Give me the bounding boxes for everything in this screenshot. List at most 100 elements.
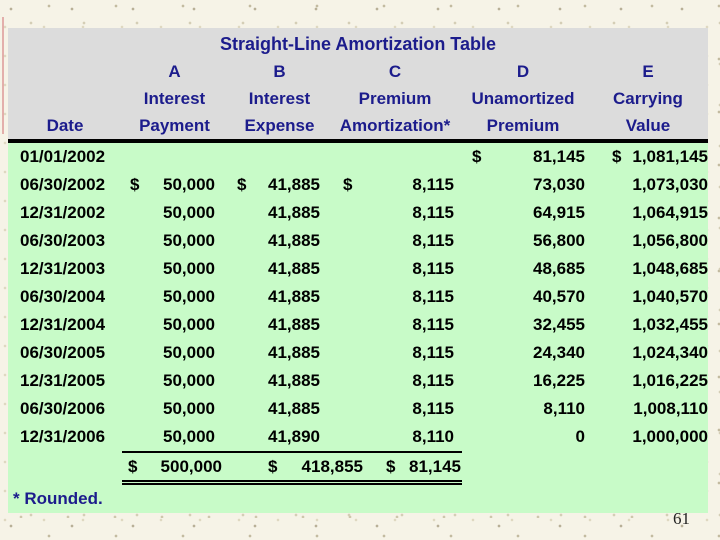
column-name-line2-a: Payment [139,116,210,135]
column-name-line2-e: Value [625,116,671,135]
cell-interest-payment: 50,000 [163,203,215,222]
cell-date: 12/31/2006 [20,427,106,446]
cell-premium-amortization: 8,110 [412,427,454,446]
dollar-sign: $ [130,175,140,194]
column-letters-row: A B C D E [8,58,708,85]
cell-unamortized-premium: $81,145 [458,143,588,171]
cell-date: 12/31/2003 [20,259,106,278]
column-names-line1-row: Interest Interest Premium Unamortized Ca… [8,85,708,112]
cell-interest-payment: 50,000 [163,259,215,278]
column-name-date: Date [46,116,84,135]
cell-carrying-value: 1,040,570 [632,287,708,306]
cell-date: 06/30/2006 [20,399,106,418]
total-interest-payment: $ 500,000 [122,453,226,480]
table-row: 12/31/2002 50,000 41,885 8,115 64,915 1,… [8,199,708,227]
column-name-line2-b: Expense [244,116,315,135]
cell-interest-payment: 50,000 [163,343,215,362]
amortization-table: Straight-Line Amortization Table A B C D… [8,28,708,513]
table-row: 12/31/2003 50,000 41,885 8,115 48,685 1,… [8,255,708,283]
cell-interest-payment: 50,000 [163,399,215,418]
table-row: 12/31/2006 50,000 41,890 8,110 0 1,000,0… [8,423,708,451]
table-row: 06/30/2004 50,000 41,885 8,115 40,570 1,… [8,283,708,311]
totals-row: $ 500,000 $ 418,855 $ 81,145 [122,451,462,485]
cell-carrying-value: 1,024,340 [632,343,708,362]
cell-premium-amortization: 8,115 [412,315,454,334]
cell-premium-amortization: 8,115 [412,203,454,222]
column-letter-d: D [516,62,530,81]
dollar-sign: $ [237,175,247,194]
data-rows: 01/01/2002 $81,145 $1,081,145 06/30/2002… [8,143,708,451]
cell-date: 12/31/2004 [20,315,106,334]
cell-premium-amortization: 8,115 [412,399,454,418]
table-header: Straight-Line Amortization Table A B C D… [8,28,708,143]
table-body: 01/01/2002 $81,145 $1,081,145 06/30/2002… [8,143,708,513]
page-number: 61 [673,509,690,528]
column-name-line1-b: Interest [248,89,311,108]
column-names-line2-row: Date Payment Expense Amortization* Premi… [8,112,708,139]
cell-unamortized-premium: 32,455 [533,315,585,334]
cell-carrying-value: 1,064,915 [632,203,708,222]
table-row: 06/30/2005 50,000 41,885 8,115 24,340 1,… [8,339,708,367]
cell-date: 12/31/2005 [20,371,106,390]
column-name-line1-c: Premium [358,89,432,108]
cell-unamortized-premium: 40,570 [533,287,585,306]
cell-date: 01/01/2002 [20,147,106,166]
cell-unamortized-premium: 24,340 [533,343,585,362]
footnote: * Rounded. [13,489,103,508]
cell-date: 06/30/2003 [20,231,106,250]
table-row: 12/31/2004 50,000 41,885 8,115 32,455 1,… [8,311,708,339]
cell-interest-payment: 50,000 [163,287,215,306]
cell-carrying-value: 1,016,225 [632,371,708,390]
cell-premium-amortization: 8,115 [412,287,454,306]
cell-unamortized-premium: 16,225 [533,371,585,390]
cell-unamortized-premium: 8,110 [543,399,585,418]
cell-date: 06/30/2004 [20,287,106,306]
cell-interest-payment [122,143,227,171]
table-row: 06/30/2002 $50,000 $41,885 $8,115 73,030… [8,171,708,199]
cell-interest-payment: 50,000 [163,371,215,390]
cell-interest-expense: 41,885 [268,371,320,390]
cell-interest-payment: 50,000 [163,427,215,446]
cell-carrying-value: 1,073,030 [632,175,708,194]
cell-interest-expense: 41,885 [268,343,320,362]
table-title: Straight-Line Amortization Table [219,34,496,54]
column-name-line2-c: Amortization* [339,116,451,135]
cell-premium-amortization: $8,115 [332,171,458,199]
dollar-sign: $ [128,457,138,476]
column-letter-c: C [388,62,402,81]
cell-carrying-value: 1,000,000 [632,427,708,446]
cell-carrying-value: $1,081,145 [588,143,708,171]
edge-accent-line [2,17,4,134]
cell-interest-expense: 41,885 [268,203,320,222]
column-letter [8,58,122,85]
column-name-line1-d: Unamortized [471,89,575,108]
cell-date: 12/31/2002 [20,203,106,222]
cell-unamortized-premium: 56,800 [533,231,585,250]
cell-interest-expense: 41,890 [268,427,320,446]
cell-unamortized-premium: 0 [575,427,585,446]
column-name-line1 [8,85,122,112]
column-name-line1-e: Carrying [613,89,683,108]
cell-premium-amortization: 8,115 [412,259,454,278]
column-name-line2-d: Premium [486,116,560,135]
cell-interest-expense: 41,885 [268,231,320,250]
cell-date: 06/30/2002 [20,175,106,194]
cell-premium-amortization: 8,115 [412,231,454,250]
cell-interest-expense: 41,885 [268,259,320,278]
cell-interest-expense: $41,885 [227,171,332,199]
cell-carrying-value: 1,048,685 [632,259,708,278]
cell-unamortized-premium: 48,685 [533,259,585,278]
cell-interest-expense [227,143,332,171]
column-letter-b: B [273,62,286,81]
dollar-sign: $ [268,457,278,476]
table-row: 12/31/2005 50,000 41,885 8,115 16,225 1,… [8,367,708,395]
dollar-sign: $ [472,147,482,166]
cell-interest-payment: $50,000 [122,171,227,199]
dollar-sign: $ [612,147,622,166]
column-name-line1-a: Interest [143,89,206,108]
cell-carrying-value: 1,056,800 [632,231,708,250]
cell-carrying-value: 1,032,455 [632,315,708,334]
cell-date: 06/30/2005 [20,343,106,362]
cell-premium-amortization [332,143,458,171]
total-premium-amortization: $ 81,145 [366,453,462,480]
